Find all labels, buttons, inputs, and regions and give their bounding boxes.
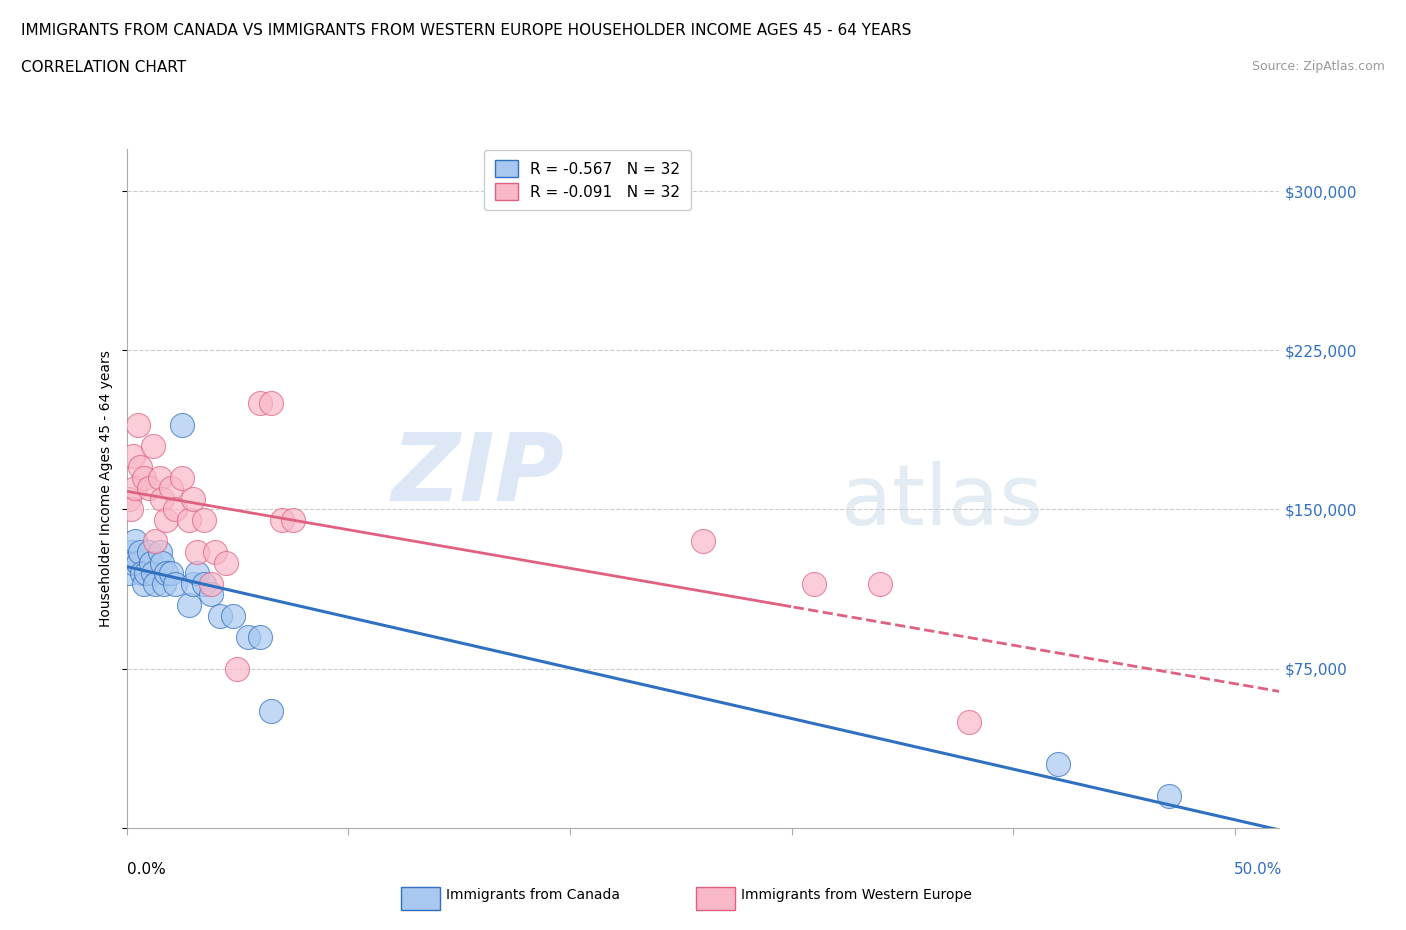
- Point: [142, 565, 165, 580]
- Point: [259, 704, 281, 719]
- Point: [238, 630, 260, 644]
- Point: [155, 512, 177, 527]
- Point: [208, 608, 231, 623]
- Point: [803, 577, 825, 591]
- Point: [177, 597, 200, 612]
- Point: [204, 544, 226, 559]
- Legend: R = -0.567   N = 32, R = -0.091   N = 32: R = -0.567 N = 32, R = -0.091 N = 32: [485, 150, 690, 210]
- Point: [170, 471, 193, 485]
- Point: [135, 565, 157, 580]
- Point: [120, 502, 142, 517]
- Point: [118, 491, 141, 506]
- Point: [145, 577, 166, 591]
- Point: [160, 481, 183, 496]
- Point: [131, 565, 153, 580]
- Point: [193, 512, 215, 527]
- Point: [134, 577, 156, 591]
- Point: [128, 459, 150, 474]
- Point: [193, 577, 215, 591]
- Point: [149, 471, 172, 485]
- Point: [127, 555, 149, 570]
- Text: Immigrants from Canada: Immigrants from Canada: [446, 887, 620, 902]
- Point: [957, 714, 980, 729]
- Point: [150, 555, 173, 570]
- Text: Source: ZipAtlas.com: Source: ZipAtlas.com: [1251, 60, 1385, 73]
- Point: [122, 555, 145, 570]
- Point: [1046, 757, 1069, 772]
- Point: [181, 577, 204, 591]
- Point: [181, 491, 204, 506]
- Y-axis label: Householder Income Ages 45 - 64 years: Householder Income Ages 45 - 64 years: [100, 350, 114, 627]
- Point: [200, 577, 222, 591]
- Point: [186, 565, 208, 580]
- Text: CORRELATION CHART: CORRELATION CHART: [21, 60, 186, 75]
- Point: [122, 449, 145, 464]
- Point: [124, 481, 146, 496]
- Text: atlas: atlas: [841, 461, 1043, 542]
- Point: [270, 512, 292, 527]
- Point: [177, 512, 200, 527]
- Point: [249, 396, 271, 411]
- Point: [1157, 789, 1180, 804]
- Point: [118, 565, 141, 580]
- Text: 0.0%: 0.0%: [127, 862, 166, 877]
- Point: [226, 661, 249, 676]
- Point: [138, 544, 160, 559]
- Text: ZIP: ZIP: [392, 429, 565, 521]
- Point: [150, 491, 173, 506]
- Point: [222, 608, 245, 623]
- Point: [165, 502, 187, 517]
- Point: [145, 534, 166, 549]
- Point: [160, 565, 183, 580]
- Point: [124, 534, 146, 549]
- Point: [155, 565, 177, 580]
- Point: [281, 512, 304, 527]
- Point: [249, 630, 271, 644]
- Point: [127, 418, 149, 432]
- Point: [165, 577, 187, 591]
- Point: [869, 577, 891, 591]
- Point: [134, 471, 156, 485]
- Point: [186, 544, 208, 559]
- Point: [215, 555, 238, 570]
- Point: [259, 396, 281, 411]
- Point: [200, 587, 222, 602]
- Point: [692, 534, 714, 549]
- Text: IMMIGRANTS FROM CANADA VS IMMIGRANTS FROM WESTERN EUROPE HOUSEHOLDER INCOME AGES: IMMIGRANTS FROM CANADA VS IMMIGRANTS FRO…: [21, 23, 911, 38]
- Point: [120, 544, 142, 559]
- Point: [128, 544, 150, 559]
- Point: [139, 555, 162, 570]
- Point: [170, 418, 193, 432]
- Point: [153, 577, 176, 591]
- Point: [142, 438, 165, 453]
- Point: [138, 481, 160, 496]
- Point: [149, 544, 172, 559]
- Text: Immigrants from Western Europe: Immigrants from Western Europe: [741, 887, 972, 902]
- Text: 50.0%: 50.0%: [1234, 862, 1282, 877]
